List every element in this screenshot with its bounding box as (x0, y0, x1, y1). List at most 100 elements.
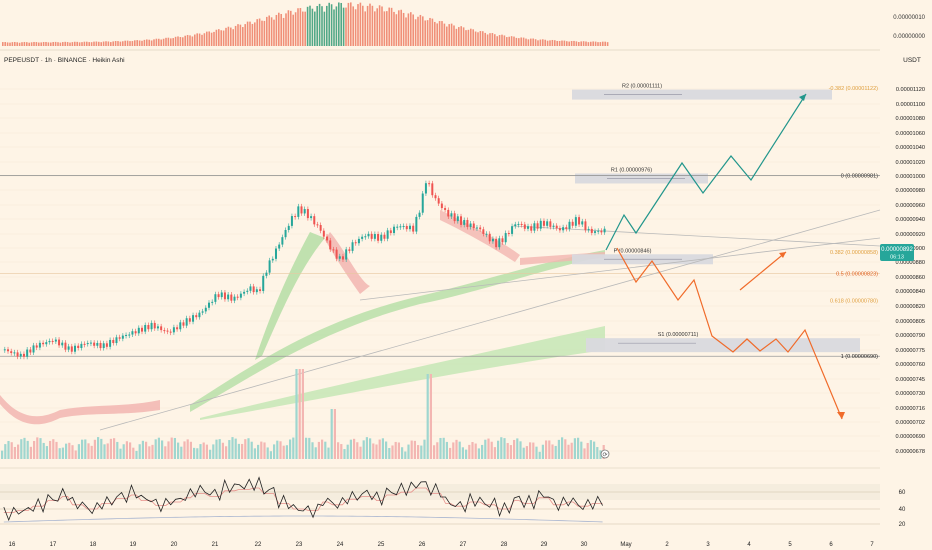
volume-bar (125, 441, 128, 459)
volume-bar (410, 440, 413, 459)
time-tick-label: 22 (255, 542, 262, 548)
histogram-bar (467, 29, 470, 46)
candle (536, 223, 539, 229)
histogram-bar (249, 21, 251, 46)
reset-icon[interactable]: ⟳ (600, 449, 610, 459)
candle (393, 226, 396, 234)
volume-bar (225, 446, 228, 459)
candle (555, 225, 558, 229)
volume-bar (484, 439, 487, 459)
candle (278, 244, 281, 249)
candle (310, 216, 313, 219)
volume-bar (493, 447, 496, 459)
candle (415, 216, 418, 232)
histogram-bar (45, 41, 47, 46)
candle (453, 213, 456, 222)
histogram-bar (110, 42, 112, 46)
candle (64, 342, 67, 350)
histogram-bar (417, 16, 419, 46)
volume-bar (426, 374, 429, 459)
volume-bar (61, 447, 64, 459)
histogram-bar (494, 34, 496, 46)
candle (501, 238, 504, 243)
histogram-bar (582, 41, 585, 46)
volume-bar (333, 409, 336, 459)
candle (268, 260, 271, 273)
candle (335, 249, 338, 259)
candle (102, 343, 105, 349)
histogram-bar (177, 36, 179, 46)
candle (463, 220, 466, 225)
histogram-bar (388, 7, 390, 46)
candle (485, 233, 488, 235)
candle (58, 339, 61, 346)
histogram-bar (167, 37, 170, 46)
histogram-bar (347, 2, 350, 47)
histogram-bar (74, 41, 76, 46)
volume-bar (471, 442, 474, 459)
candle (112, 339, 115, 344)
candle (156, 326, 159, 329)
price-tick-label: 0.00000775 (895, 348, 925, 354)
candle (603, 228, 606, 233)
volume-bar (250, 441, 253, 459)
candle (316, 224, 319, 226)
price-tick-label: 0.00000678 (895, 449, 925, 455)
pivot-label-s1: S1 (0.00000711) (658, 332, 699, 338)
candle (517, 223, 520, 225)
candle (10, 351, 13, 354)
volume-bar (490, 441, 493, 459)
candle (89, 342, 92, 344)
candle (271, 258, 274, 261)
volume-bar (279, 441, 282, 459)
volume-bar (375, 444, 378, 459)
volume-bar (122, 444, 125, 459)
volume-bar (513, 439, 516, 459)
volume-bar (356, 442, 359, 459)
candle (166, 330, 169, 332)
candle (584, 221, 587, 231)
time-tick-label: 3 (706, 542, 710, 548)
volume-bar (353, 438, 356, 459)
time-tick-label: 17 (50, 542, 57, 548)
histogram-bar (208, 31, 210, 46)
histogram-bar (119, 41, 122, 46)
histogram-bar (381, 6, 383, 47)
histogram-bar (405, 17, 407, 46)
histogram-bar (460, 26, 462, 46)
histogram-bar (107, 41, 110, 46)
candle (265, 272, 268, 276)
histogram-bar (522, 37, 525, 46)
volume-bar (55, 441, 58, 459)
histogram-bar (148, 39, 150, 46)
volume-bar (455, 439, 458, 459)
candle (67, 346, 70, 350)
candle (326, 236, 329, 241)
histogram-bar (350, 2, 352, 46)
price-tick-label: 0.00001040 (895, 145, 925, 151)
volume-bar (247, 438, 250, 459)
candle (42, 342, 45, 345)
candle (115, 337, 118, 344)
volume-bar (372, 443, 375, 459)
histogram-bar (282, 17, 285, 46)
candle (204, 307, 207, 312)
top-pane-tick-0: 0.00000000 (893, 34, 925, 40)
histogram-bar (21, 42, 23, 46)
candle (357, 238, 360, 244)
volume-bar (276, 440, 279, 459)
ema-down-ribbon-right (440, 210, 520, 262)
volume-bar (330, 409, 333, 459)
price-tick-label: 0.00000745 (895, 377, 925, 383)
histogram-bar (539, 39, 542, 46)
histogram-bar (556, 40, 558, 46)
histogram-bar (66, 42, 69, 46)
candle (147, 325, 150, 330)
pivot-zone-r2 (572, 89, 832, 100)
candle (578, 217, 581, 225)
candle (207, 302, 210, 308)
histogram-bar (544, 39, 546, 46)
volume-bar (10, 442, 13, 459)
volume-bar (397, 442, 400, 459)
